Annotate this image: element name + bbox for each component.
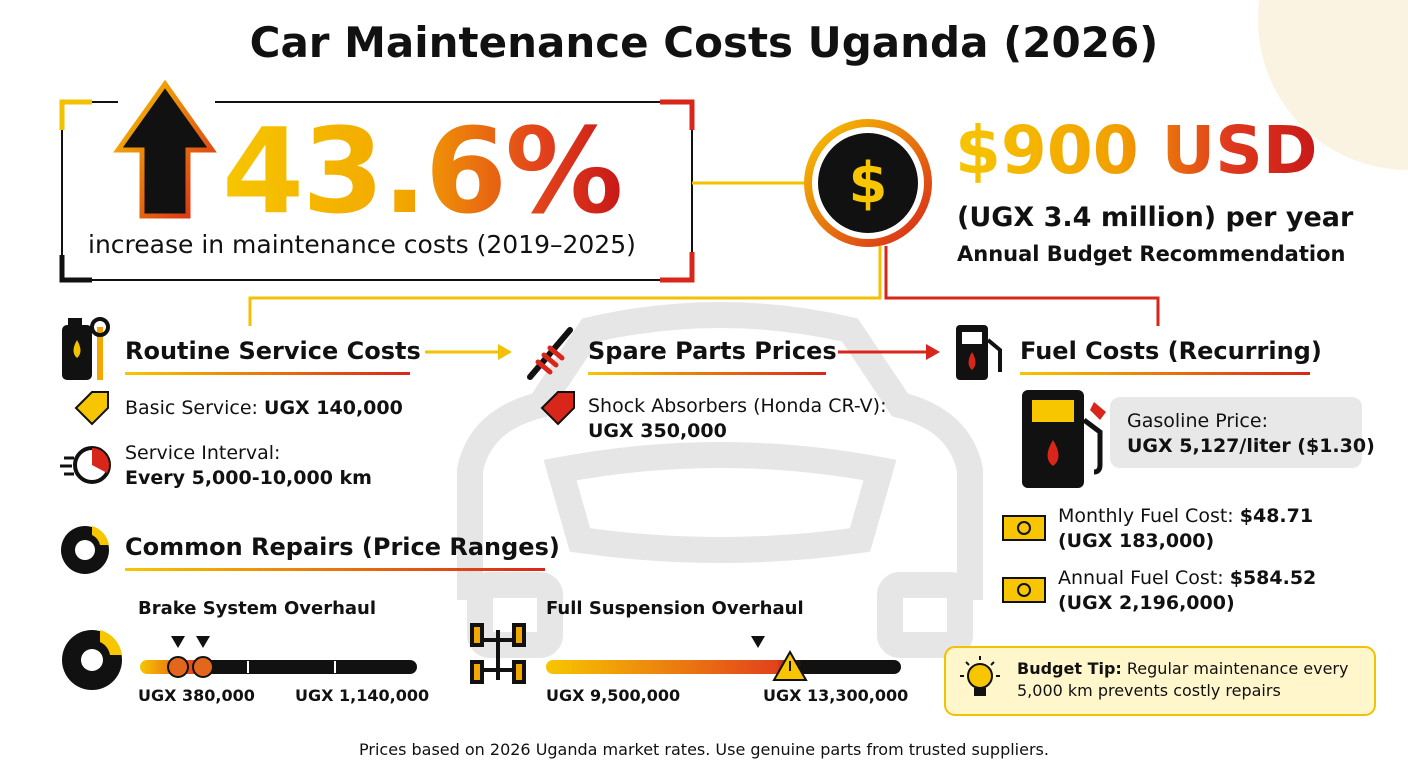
- item-value: UGX 140,000: [264, 397, 403, 419]
- gasoline-box: [1110, 397, 1362, 468]
- budget-local: (UGX 3.4 million) per year: [957, 202, 1354, 233]
- budget-label: Annual Budget Recommendation: [957, 242, 1346, 266]
- item-value: UGX 350,000: [588, 420, 727, 442]
- routine-icon: [62, 317, 110, 380]
- budget-amount: $900 USD: [955, 112, 1318, 189]
- title: Car Maintenance Costs Uganda (2026): [249, 18, 1159, 67]
- corner-decoration: [1258, 0, 1408, 170]
- item-label: Annual Fuel Cost:: [1058, 567, 1224, 589]
- range-high: UGX 1,140,000: [295, 686, 430, 705]
- increase-caption: increase in maintenance costs (2019–2025…: [88, 230, 636, 259]
- repair-name: Brake System Overhaul: [138, 598, 377, 619]
- up-arrow-icon: [113, 79, 217, 219]
- stat-frame: [59, 99, 695, 283]
- increase-stat: 43.6%: [222, 102, 623, 240]
- range-low: UGX 380,000: [138, 686, 255, 705]
- fuel-pump-icon: [956, 325, 1002, 380]
- tag-icon: [74, 391, 575, 426]
- connector: [248, 246, 882, 326]
- section-heading: Spare Parts Prices: [588, 337, 837, 365]
- timer-icon: [60, 446, 111, 484]
- range-high: UGX 13,300,000: [763, 686, 909, 705]
- fuel-item: Annual Fuel Cost: $584.52 (UGX 2,196,000): [1058, 566, 1316, 616]
- gasoline-item: Gasoline Price: UGX 5,127/liter ($1.30): [1127, 409, 1375, 459]
- item-label: Gasoline Price:: [1127, 410, 1268, 432]
- cash-icon: [1002, 515, 1046, 603]
- suspension-range-bar: [546, 636, 901, 681]
- budget-tip: Budget Tip: Regular maintenance every 5,…: [1017, 658, 1367, 702]
- range-low: UGX 9,500,000: [546, 686, 681, 705]
- item-label: Basic Service:: [125, 397, 258, 419]
- service-item: Service Interval: Every 5,000-10,000 km: [125, 441, 372, 491]
- dollar-ring: [804, 119, 932, 247]
- part-item: Shock Absorbers (Honda CR-V): UGX 350,000: [588, 394, 886, 444]
- dollar-glyph: $: [849, 151, 888, 216]
- tip-label: Budget Tip:: [1017, 659, 1122, 678]
- brake-range-bar: [140, 636, 417, 678]
- fuel-item: Monthly Fuel Cost: $48.71 (UGX 183,000): [1058, 504, 1313, 554]
- big-fuel-pump-icon: [1022, 390, 1106, 488]
- suspension-icon: [470, 623, 526, 684]
- item-local: (UGX 183,000): [1058, 530, 1215, 552]
- connector: [884, 246, 1160, 326]
- tip-text: Regular maintenance every 5,000 km preve…: [1017, 659, 1349, 700]
- tip-box: [944, 646, 1376, 716]
- section-heading: Routine Service Costs: [125, 337, 421, 365]
- item-label: Shock Absorbers (Honda CR-V):: [588, 395, 887, 417]
- item-local: (UGX 2,196,000): [1058, 592, 1235, 614]
- item-value: UGX 5,127/liter ($1.30): [1127, 435, 1375, 457]
- item-label: Monthly Fuel Cost:: [1058, 505, 1234, 527]
- footer-note: Prices based on 2026 Uganda market rates…: [359, 740, 1049, 759]
- bulb-icon: [960, 656, 1000, 696]
- flow-arrows: [425, 344, 940, 360]
- item-value: Every 5,000-10,000 km: [125, 467, 372, 489]
- heading-underlines: [125, 372, 1310, 571]
- brake-icon: [61, 526, 122, 690]
- service-item: Basic Service: UGX 140,000: [125, 396, 403, 421]
- repair-name: Full Suspension Overhaul: [546, 598, 804, 619]
- section-heading: Fuel Costs (Recurring): [1020, 337, 1322, 365]
- shock-absorber-icon: [527, 327, 573, 380]
- item-label: Service Interval:: [125, 442, 281, 464]
- dollar-icon: [818, 133, 918, 233]
- section-heading: Common Repairs (Price Ranges): [125, 533, 560, 561]
- item-value: $584.52: [1229, 567, 1317, 589]
- item-value: $48.71: [1239, 505, 1314, 527]
